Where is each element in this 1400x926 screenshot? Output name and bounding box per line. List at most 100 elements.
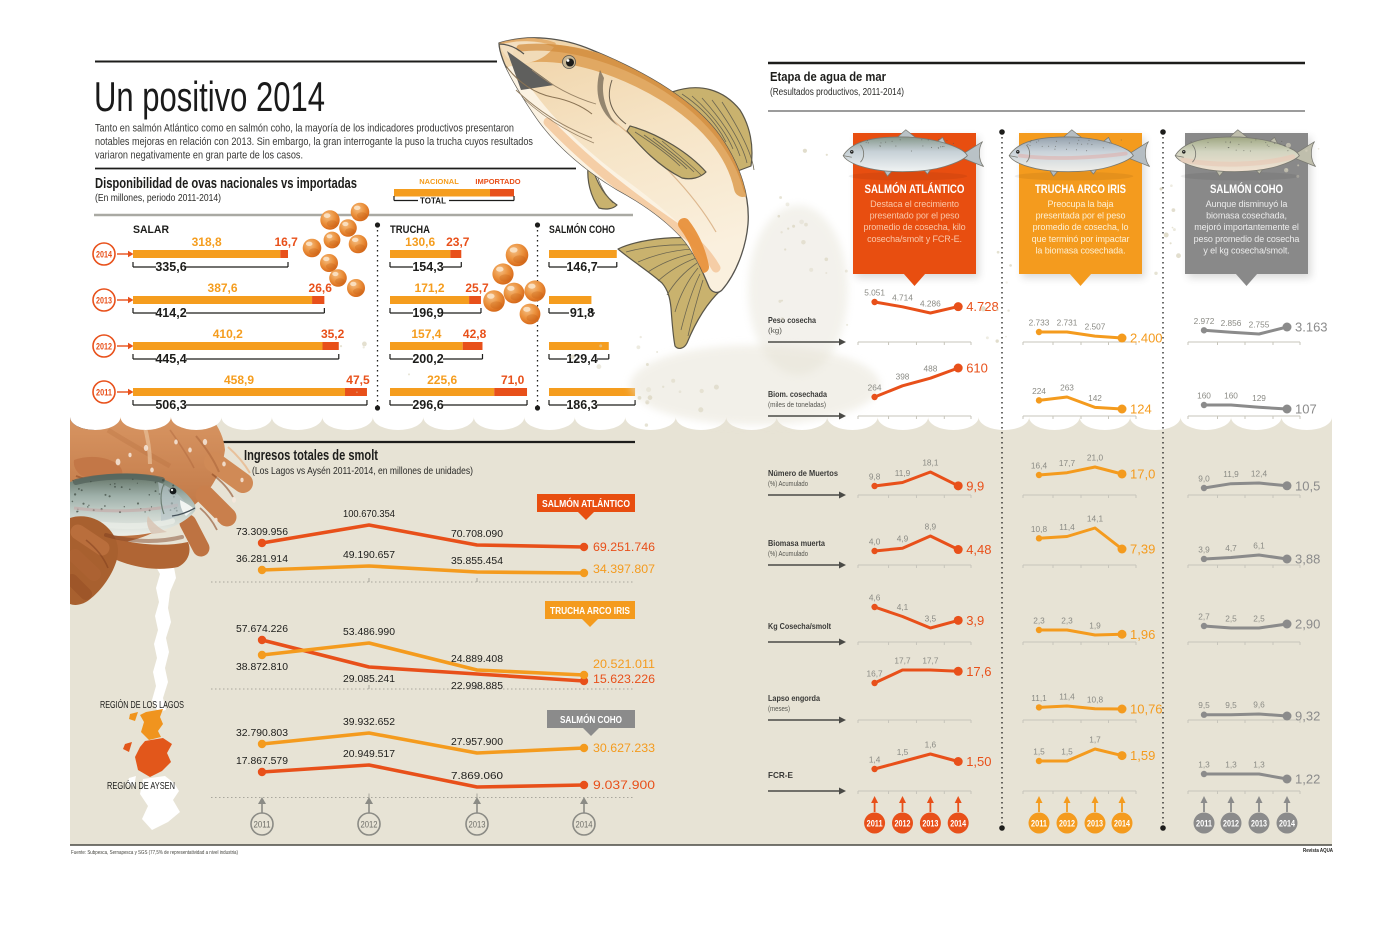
svg-text:SALMÓN COHO: SALMÓN COHO [560,713,622,726]
svg-text:1,7: 1,7 [1089,735,1101,745]
svg-text:biomasa cosechada,: biomasa cosechada, [1206,211,1287,221]
svg-text:35.855.454: 35.855.454 [451,556,503,567]
svg-text:2012: 2012 [96,342,112,352]
svg-text:22.998.885: 22.998.885 [451,681,503,692]
svg-text:2011: 2011 [867,819,883,829]
svg-text:70.708.090: 70.708.090 [451,529,503,540]
svg-text:1,3: 1,3 [1198,760,1210,770]
svg-text:7.869.060: 7.869.060 [451,771,503,782]
svg-text:cosecha/smolt y FCR-E.: cosecha/smolt y FCR-E. [867,234,962,244]
svg-text:171,2: 171,2 [415,281,445,295]
svg-text:7,39: 7,39 [1130,542,1155,557]
svg-text:410,2: 410,2 [213,327,243,341]
svg-text:2012: 2012 [361,820,378,830]
svg-text:9,0: 9,0 [1198,474,1210,484]
svg-text:Aunque disminuyó la: Aunque disminuyó la [1206,199,1288,209]
svg-text:100.670.354: 100.670.354 [343,509,395,520]
svg-text:2012: 2012 [1059,819,1075,829]
svg-text:47,5: 47,5 [346,373,370,387]
svg-text:2011: 2011 [1031,819,1047,829]
svg-text:2014: 2014 [576,820,593,830]
svg-text:14,1: 14,1 [1087,514,1104,524]
svg-text:30.627.233: 30.627.233 [593,741,655,755]
svg-text:506,3: 506,3 [155,398,186,412]
svg-text:25,7: 25,7 [465,281,489,295]
svg-text:(%) Acumulado: (%) Acumulado [768,479,808,488]
svg-text:presentada por el peso: presentada por el peso [1036,211,1126,221]
svg-text:23,7: 23,7 [446,235,470,249]
svg-text:promedio de cosecha, lo: promedio de cosecha, lo [1033,222,1129,232]
svg-text:12,4: 12,4 [1251,469,1268,479]
svg-text:presentado por el peso: presentado por el peso [870,211,960,221]
svg-text:18,1: 18,1 [922,458,939,468]
svg-text:26,6: 26,6 [309,281,333,295]
svg-text:263: 263 [1060,383,1074,393]
svg-text:3,88: 3,88 [1295,552,1320,567]
svg-text:2.507: 2.507 [1085,322,1106,332]
svg-text:10,76: 10,76 [1130,702,1163,717]
svg-text:11,9: 11,9 [1223,469,1239,479]
svg-text:que terminó por impactar: que terminó por impactar [1032,234,1130,244]
svg-text:38.872.810: 38.872.810 [236,662,288,673]
svg-text:3.163: 3.163 [1295,320,1328,335]
svg-text:9,32: 9,32 [1295,709,1320,724]
svg-text:2.400: 2.400 [1130,331,1163,346]
svg-text:1,3: 1,3 [1225,760,1237,770]
svg-text:TRUCHA: TRUCHA [390,224,430,236]
svg-text:1,96: 1,96 [1130,627,1155,642]
svg-text:11,4: 11,4 [1059,522,1075,532]
svg-text:Peso cosecha: Peso cosecha [768,315,816,325]
svg-text:15.623.226: 15.623.226 [593,672,655,686]
svg-text:107: 107 [1295,402,1317,417]
svg-text:39.932.652: 39.932.652 [343,717,395,728]
svg-text:129: 129 [1252,393,1266,403]
svg-text:2.731: 2.731 [1057,318,1078,328]
svg-text:REGIÓN DE AYSEN: REGIÓN DE AYSEN [107,779,175,792]
svg-text:2014: 2014 [1114,819,1130,829]
svg-text:11,9: 11,9 [895,468,911,478]
svg-text:17,0: 17,0 [1130,466,1155,481]
svg-text:610: 610 [966,361,988,376]
svg-text:Destaca el crecimiento: Destaca el crecimiento [870,199,959,209]
svg-text:11,4: 11,4 [1059,692,1075,702]
svg-text:variaron negativamente en gran: variaron negativamente en gran parte de … [95,149,303,161]
svg-text:160: 160 [1197,391,1211,401]
svg-text:17.867.579: 17.867.579 [236,756,288,767]
svg-text:10,8: 10,8 [1087,694,1104,704]
svg-text:3,9: 3,9 [1198,544,1210,554]
svg-text:notables mejoras en relación c: notables mejoras en relación con 2013. S… [95,136,533,148]
svg-text:9,6: 9,6 [1253,700,1265,710]
svg-text:16,4: 16,4 [1031,461,1048,471]
svg-text:2,3: 2,3 [1061,616,1073,626]
svg-text:SALMÓN COHO: SALMÓN COHO [549,223,615,236]
svg-text:(meses): (meses) [768,704,790,713]
svg-text:16,7: 16,7 [274,235,298,249]
svg-text:SALAR: SALAR [133,224,169,236]
svg-text:2013: 2013 [469,820,486,830]
svg-text:196,9: 196,9 [412,306,443,320]
svg-text:2.733: 2.733 [1029,318,1050,328]
svg-text:9.037.900: 9.037.900 [593,778,655,792]
svg-text:(%) Acumulado: (%) Acumulado [768,549,808,558]
svg-text:21,0: 21,0 [1087,453,1104,463]
svg-text:Lapso engorda: Lapso engorda [768,693,820,703]
svg-text:2011: 2011 [254,820,271,830]
svg-text:Biomasa muerta: Biomasa muerta [768,538,825,548]
svg-text:(kg): (kg) [768,326,783,335]
svg-text:1,4: 1,4 [869,755,881,765]
svg-text:124: 124 [1130,402,1152,417]
svg-text:(Resultados productivos, 2011-: (Resultados productivos, 2011-2014) [770,87,904,98]
svg-text:SALMÓN ATLÁNTICO: SALMÓN ATLÁNTICO [865,183,965,196]
svg-text:160: 160 [1224,391,1238,401]
svg-text:Disponibilidad de ovas naciona: Disponibilidad de ovas nacionales vs imp… [95,176,357,192]
svg-text:2013: 2013 [1087,819,1103,829]
svg-text:154,3: 154,3 [412,260,443,274]
svg-text:Biom. cosechada: Biom. cosechada [768,389,827,399]
svg-text:Ingresos totales de smolt: Ingresos totales de smolt [244,448,378,464]
svg-text:2012: 2012 [895,819,911,829]
svg-text:458,9: 458,9 [224,373,254,387]
svg-text:17,7: 17,7 [894,656,911,666]
svg-text:2013: 2013 [96,296,112,306]
svg-text:TRUCHA ARCO IRIS: TRUCHA ARCO IRIS [550,605,630,617]
svg-text:264: 264 [868,383,882,393]
